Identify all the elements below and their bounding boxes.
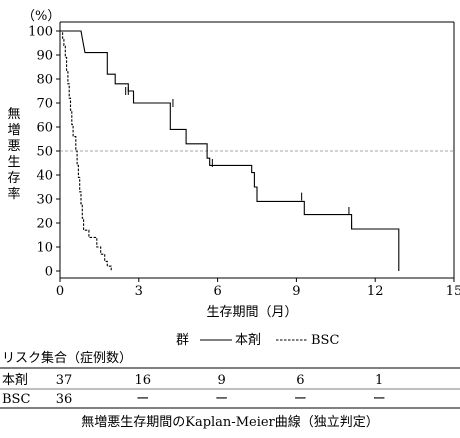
x-tick-label: 6 [213,284,221,299]
risk-cell: ー [215,392,228,407]
y-tick-label: 90 [36,49,53,64]
x-tick-label: 15 [446,284,460,299]
risk-row-label: 本剤 [2,372,28,388]
x-tick-label: 0 [56,284,64,299]
risk-table: リスク集合（症例数） 本剤 37 16 9 6 1 BSC 36 ー ー ー ー [0,350,460,409]
risk-cell: ー [294,392,307,407]
x-tick-label: 9 [292,284,300,299]
tick-labels: 0 10 20 30 40 50 60 70 80 90 100 0 3 6 9 12 15 [28,25,460,300]
y-axis-label: 無増悪生存率 [7,107,20,202]
legend-label: 本剤 [235,332,261,348]
y-tick-label: 0 [45,265,53,280]
series-layer [60,30,400,271]
y-tick-label: 80 [36,73,53,88]
legend-label: BSC [311,333,339,348]
x-tick-label: 3 [135,284,143,299]
risk-cell: ー [373,392,386,407]
risk-cell: 36 [56,392,73,407]
y-unit-label: （%） [22,9,60,24]
risk-cell: 1 [375,373,383,388]
x-axis-label: 生存期間（月） [206,305,297,320]
chart-caption: 無増悪生存期間のKaplan-Meier曲線（独立判定） [81,414,379,430]
series-line-bsc [60,30,112,271]
risk-table-title: リスク集合（症例数） [2,350,132,366]
y-tick-label: 10 [36,241,53,256]
risk-cell: 6 [296,373,304,388]
risk-cell: 16 [135,373,152,388]
series-line-treatment [60,30,400,271]
legend: 群 本剤 BSC [176,332,339,348]
y-tick-label: 60 [36,121,53,136]
plot-axes [56,21,455,282]
y-tick-label: 30 [36,193,53,208]
y-tick-label: 40 [36,169,53,184]
risk-cell: 9 [217,373,225,388]
y-tick-label: 100 [28,25,53,40]
x-tick-label: 12 [367,284,384,299]
y-tick-label: 20 [36,217,53,232]
risk-row-label: BSC [2,392,30,407]
y-tick-label: 50 [36,145,53,160]
legend-title: 群 [176,333,189,348]
risk-cell: ー [136,392,149,407]
y-tick-label: 70 [36,97,53,112]
risk-cell: 37 [56,373,73,388]
